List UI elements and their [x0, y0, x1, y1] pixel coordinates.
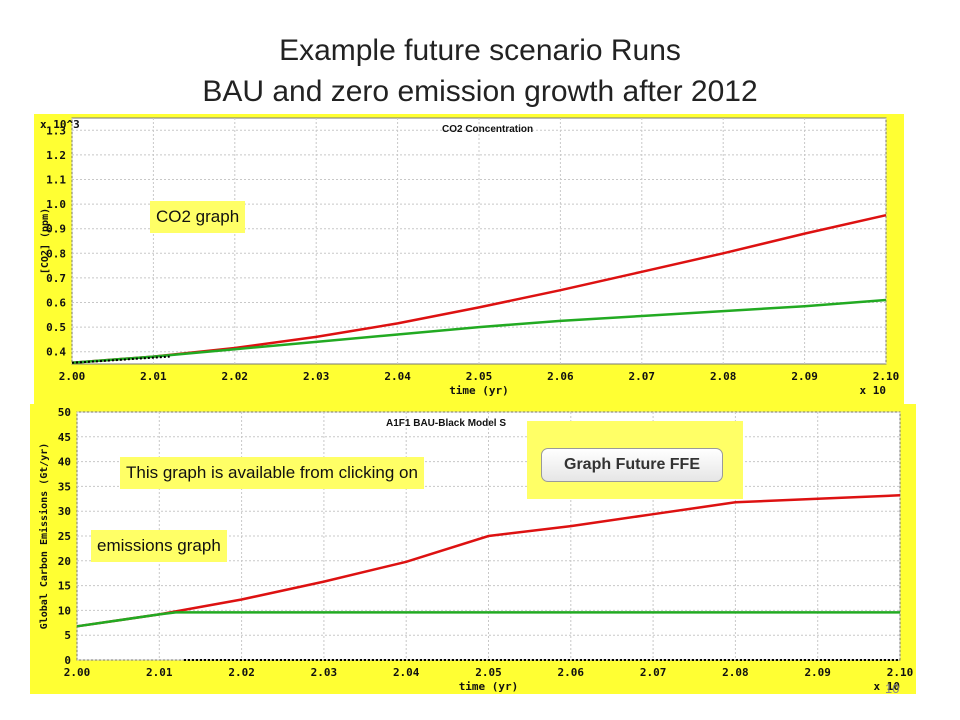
y-axis-label: Global Carbon Emissions (Gt/yr)	[38, 443, 50, 630]
y-tick-label: 10	[58, 604, 71, 617]
y-tick-label: 0.8	[46, 247, 66, 260]
y-tick-label: 1.3	[46, 124, 66, 137]
x-tick-label: 2.03	[311, 666, 338, 679]
x-tick-label: 2.10	[873, 370, 900, 383]
x-axis-label: time (yr)	[459, 680, 519, 693]
co2-chart: 2.00 2.01 2.02 2.03 2.04 2.05 2.06 2.07 2.08 2.09…	[40, 117, 900, 397]
series-line	[76, 494, 901, 628]
y-tick-label: 40	[58, 456, 71, 469]
x-tick-label: 2.09	[804, 666, 831, 679]
x-tick-label: 2.08	[722, 666, 749, 679]
x-tick-label: 2.05	[466, 370, 493, 383]
series-line	[71, 355, 170, 364]
x-tick-label: 2.01	[140, 370, 167, 383]
y-tick-label: 45	[58, 431, 71, 444]
co2-graph-callout: CO2 graph	[150, 201, 246, 233]
x-tick-label: 2.10	[887, 666, 914, 679]
slide-title-line-2: BAU and zero emission growth after 2012	[202, 75, 758, 108]
x-tick-label: 2.06	[558, 666, 585, 679]
x-tick-label: 2.08	[710, 370, 737, 383]
y-tick-label: 0.7	[46, 272, 66, 285]
x-tick-label: 2.01	[146, 666, 173, 679]
x-tick-label: 2.06	[547, 370, 574, 383]
y-tick-label: 1.1	[46, 174, 66, 187]
y-tick-label: 25	[58, 530, 71, 543]
x-tick-label: 2.04	[384, 370, 411, 383]
y-tick-label: 15	[58, 580, 71, 593]
page-number: 10	[885, 681, 900, 696]
y-tick-label: 30	[58, 505, 71, 518]
series-line	[76, 611, 900, 628]
x-multiplier: x 10	[860, 384, 887, 397]
co2-chart-panel: 2.00 2.01 2.02 2.03 2.04 2.05 2.06 2.07 2.08 2.09…	[34, 114, 904, 406]
y-tick-label: 50	[58, 406, 71, 419]
y-tick-label: 0.4	[46, 346, 66, 359]
y-tick-label: 0.6	[46, 297, 66, 310]
slide-title-line-1: Example future scenario Runs	[279, 34, 681, 67]
y-tick-label: 0.9	[46, 223, 66, 236]
emissions-graph-callout: emissions graph	[91, 530, 227, 562]
x-multiplier: x 10	[874, 680, 901, 693]
x-tick-label: 2.07	[640, 666, 667, 679]
x-tick-label: 2.09	[791, 370, 818, 383]
x-tick-label: 2.02	[222, 370, 249, 383]
y-tick-label: 1.0	[46, 198, 66, 211]
x-axis-label: time (yr)	[449, 384, 509, 397]
x-tick-label: 2.02	[228, 666, 255, 679]
x-tick-label: 2.04	[393, 666, 420, 679]
y-tick-label: 5	[64, 629, 71, 642]
x-tick-label: 2.07	[629, 370, 656, 383]
x-tick-label: 2.00	[64, 666, 91, 679]
x-tick-label: 2.05	[475, 666, 502, 679]
y-tick-label: 35	[58, 480, 71, 493]
y-tick-label: 1.2	[46, 149, 66, 162]
chart-title: CO2 Concentration	[442, 124, 533, 135]
y-tick-label: 0.5	[46, 321, 66, 334]
x-tick-label: 2.03	[303, 370, 330, 383]
button-highlight: Graph Future FFE	[527, 421, 743, 499]
series-line	[71, 298, 887, 365]
x-tick-label: 2.00	[59, 370, 86, 383]
graph-future-ffe-button[interactable]: Graph Future FFE	[541, 448, 723, 482]
y-tick-label: 20	[58, 555, 71, 568]
chart-title: A1F1 BAU-Black Model S	[386, 418, 506, 429]
y-axis-label: [CO2] (ppm)	[40, 208, 51, 274]
availability-callout: This graph is available from clicking on	[120, 457, 424, 489]
y-multiplier: x 10^3	[40, 118, 80, 131]
y-tick-label: 0	[64, 654, 71, 667]
